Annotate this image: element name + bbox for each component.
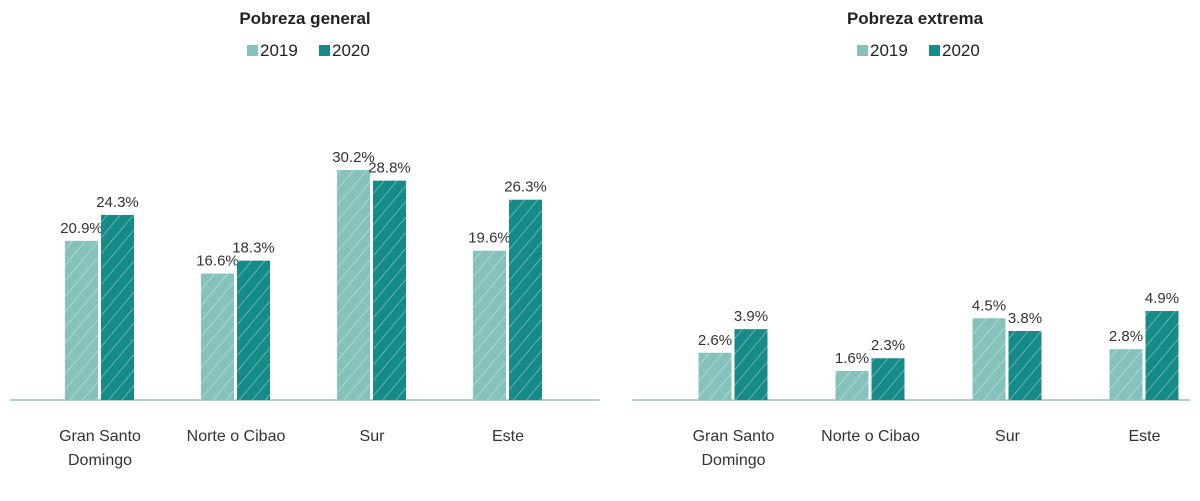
bar-hatch [65,240,98,400]
bar-hatch [337,170,370,400]
data-label: 2.8% [1109,328,1143,345]
legend-label: 2019 [870,41,908,60]
x-tick-label: Gran Santo Domingo [692,428,775,469]
legend-swatch [857,45,868,56]
data-label: 2.3% [871,337,905,354]
x-tick-label: Norte o Cibao [821,428,920,445]
chart-title: Pobreza extrema [847,9,984,28]
bar-hatch [835,370,869,400]
data-label: 4.5% [972,297,1006,314]
data-label: 19.6% [468,230,511,247]
data-label: 28.8% [368,160,411,177]
legend-swatch [247,45,258,56]
data-label: 30.2% [332,149,375,166]
legend-label: 2020 [942,41,980,60]
x-tick-label: Sur [995,428,1020,445]
data-label: 3.9% [734,308,768,325]
x-tick-label: Gran Santo Domingo [59,428,141,469]
legend-swatch [319,45,330,56]
data-label: 20.9% [60,220,103,237]
bar-hatch [373,180,406,400]
data-label: 3.8% [1008,310,1042,327]
bar-hatch [473,250,506,400]
x-tick-label: Sur [359,428,385,445]
bar-hatch [1008,330,1042,400]
bar-hatch [509,199,542,400]
data-label: 26.3% [504,179,547,196]
chart-title: Pobreza general [239,9,370,28]
legend-label: 2019 [260,41,298,60]
bar-hatch [237,260,270,400]
bar-hatch [1145,311,1179,400]
bar-hatch [734,329,768,400]
bar-hatch [201,273,234,400]
data-label: 4.9% [1145,290,1179,307]
x-tick-label: Este [491,428,524,445]
data-label: 18.3% [232,240,275,257]
bar-hatch [871,358,905,400]
data-label: 2.6% [698,332,732,349]
legend-label: 2020 [332,41,370,60]
data-label: 1.6% [835,350,869,367]
x-tick-label: Norte o Cibao [186,428,286,445]
data-label: 24.3% [96,194,139,211]
bar-hatch [1109,349,1143,400]
bar-hatch [972,318,1006,400]
data-label: 16.6% [196,253,239,270]
bar-hatch [101,214,134,400]
bar-hatch [698,352,732,400]
legend-swatch [929,45,940,56]
x-tick-label: Este [1128,428,1161,445]
